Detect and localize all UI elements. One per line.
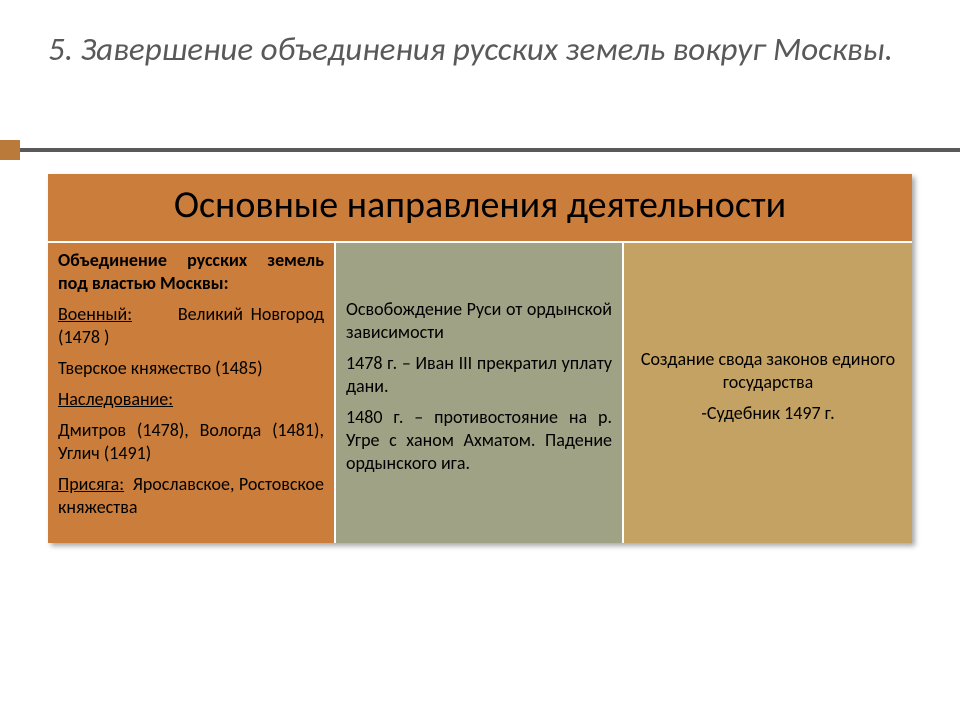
decoration-line [20, 148, 960, 152]
col1-oath: Присяга: Ярославское, Ростовское княжест… [58, 473, 324, 519]
column-liberation: Освобождение Руси от ордынской зависимос… [336, 243, 624, 543]
title-number: 5. [48, 29, 73, 69]
col2-1478: 1478 г. – Иван III прекратил уплату дани… [346, 352, 612, 398]
table-header: Основные направления деятельности [48, 174, 912, 243]
col3-heading: Создание свода законов единого государст… [634, 348, 902, 394]
slide-title: 5. Завершение объединения русских земель… [48, 28, 928, 71]
col1-heading: Объединение русских земель под властью М… [58, 249, 324, 295]
content-table: Основные направления деятельности Объеди… [48, 174, 912, 543]
column-unification: Объединение русских земель под властью М… [48, 243, 336, 543]
title-body: Завершение объединения русских земель во… [81, 29, 893, 69]
col2-heading: Освобождение Руси от ордынской зависимос… [346, 298, 612, 344]
slide: 5. Завершение объединения русских земель… [0, 0, 960, 720]
col1-inheritance-label: Наследование: [58, 388, 324, 411]
col3-sudebnik: -Судебник 1497 г. [634, 402, 902, 425]
title-text: 5. Завершение объединения русских земель… [48, 28, 928, 71]
col2-1480: 1480 г. – противостояние на р. Угре с ха… [346, 406, 612, 475]
decoration-square [0, 140, 20, 160]
col1-military: Военный: Великий Новгород (1478 ) [58, 303, 324, 349]
column-lawcode: Создание свода законов единого государст… [624, 243, 912, 543]
col1-inheritance-list: Дмитров (1478), Вологда (1481), Углич (1… [58, 419, 324, 465]
col1-tver: Тверское княжество (1485) [58, 357, 324, 380]
table-row: Объединение русских земель под властью М… [48, 243, 912, 543]
